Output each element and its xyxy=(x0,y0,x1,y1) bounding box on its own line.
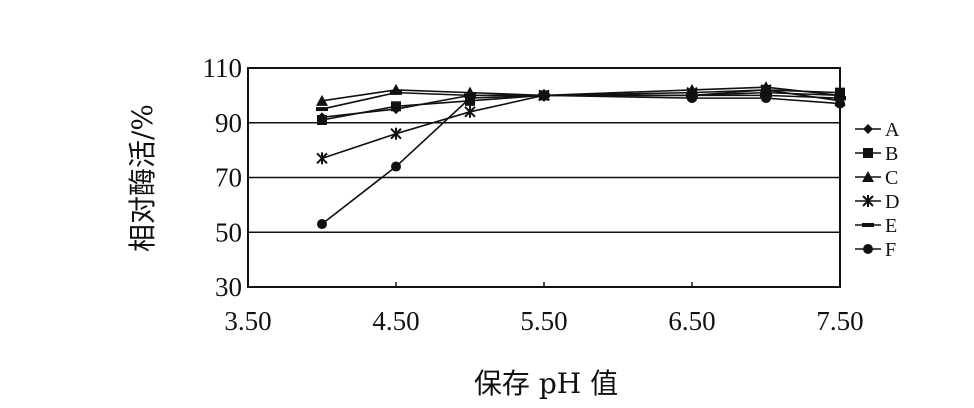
data-point-D-1 xyxy=(390,127,402,140)
legend-marker-A xyxy=(863,124,873,134)
legend-label-D: D xyxy=(885,191,899,213)
data-point-F-1 xyxy=(391,161,401,172)
x-tick-label-4.50: 4.50 xyxy=(372,306,419,336)
data-point-D-0 xyxy=(316,152,328,165)
legend-item-F: F xyxy=(855,239,896,261)
data-point-B-1 xyxy=(391,101,401,112)
y-tick-label-90: 90 xyxy=(215,108,242,138)
y-axis-label: 相对酶活/% xyxy=(126,104,159,252)
legend-marker-C xyxy=(862,171,874,182)
data-point-E-1 xyxy=(390,90,402,95)
legend-item-B: B xyxy=(855,143,898,165)
y-tick-label-30: 30 xyxy=(215,272,242,302)
legend-item-D: D xyxy=(855,191,899,213)
data-point-D-2 xyxy=(464,105,476,118)
data-point-F-0 xyxy=(317,219,327,230)
legend-label-C: C xyxy=(885,167,898,189)
legend-label-B: B xyxy=(885,143,898,165)
data-point-C-0 xyxy=(316,94,328,106)
data-point-F-4 xyxy=(687,93,697,104)
y-tick-label-50: 50 xyxy=(215,217,242,247)
legend-label-E: E xyxy=(885,215,897,237)
grid-layer xyxy=(248,121,840,234)
legend-item-C: C xyxy=(855,167,898,189)
y-tick-label-70: 70 xyxy=(215,163,242,193)
legend-marker-B xyxy=(863,148,873,158)
legend-marker-E xyxy=(862,223,874,227)
legend-label-F: F xyxy=(885,239,896,261)
legend-item-A: A xyxy=(855,119,900,141)
data-point-F-5 xyxy=(761,93,771,104)
series-layer xyxy=(316,81,846,230)
legend-label-A: A xyxy=(885,119,900,141)
data-point-F-2 xyxy=(465,93,475,104)
legend-marker-F xyxy=(863,244,873,254)
data-point-F-3 xyxy=(539,90,549,101)
x-tick-label-5.50: 5.50 xyxy=(520,306,567,336)
series-line-F xyxy=(321,94,841,225)
y-tick-label-110: 110 xyxy=(203,53,243,83)
data-point-B-0 xyxy=(317,115,327,126)
x-axis-label: 保存 pH 值 xyxy=(474,367,618,400)
ticks-layer: 30 50 70 90 110 3.50 4.50 5.50 6.50 7.50 xyxy=(203,53,864,336)
data-point-E-0 xyxy=(316,107,328,112)
x-tick-label-6.50: 6.50 xyxy=(668,306,715,336)
x-tick-label-7.50: 7.50 xyxy=(816,306,863,336)
series-F xyxy=(317,90,845,230)
x-tick-label-3.50: 3.50 xyxy=(224,306,271,336)
legend-item-E: E xyxy=(855,215,897,237)
legend-marker-D xyxy=(862,195,874,207)
